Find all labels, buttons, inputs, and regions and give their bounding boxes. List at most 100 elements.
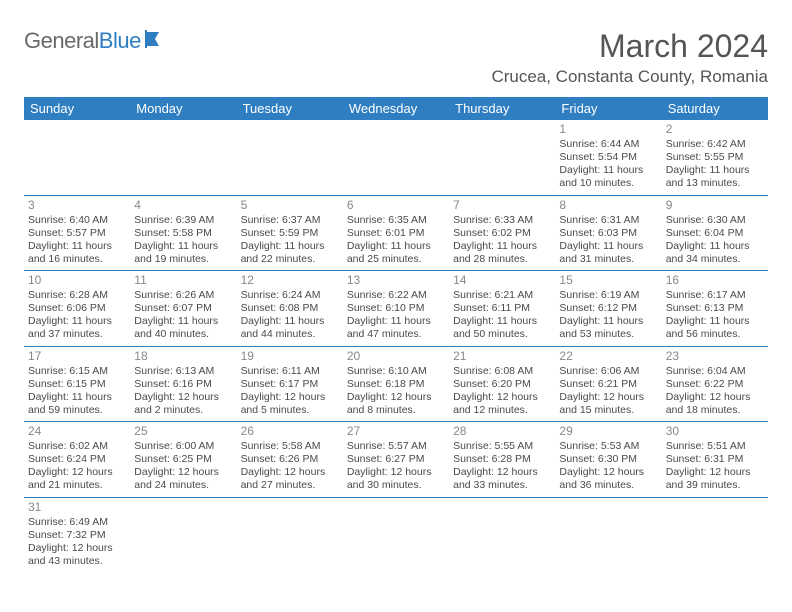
day-number: 19 (241, 349, 339, 364)
day-sunrise: Sunrise: 6:28 AM (28, 289, 126, 302)
day-day2: and 8 minutes. (347, 404, 445, 417)
day-number: 26 (241, 424, 339, 439)
calendar-day-cell (130, 120, 236, 195)
day-sunset: Sunset: 6:01 PM (347, 227, 445, 240)
day-day1: Daylight: 11 hours (347, 315, 445, 328)
day-number: 24 (28, 424, 126, 439)
day-sunset: Sunset: 6:27 PM (347, 453, 445, 466)
day-sunrise: Sunrise: 6:26 AM (134, 289, 232, 302)
day-number: 11 (134, 273, 232, 288)
day-day2: and 33 minutes. (453, 479, 551, 492)
day-sunrise: Sunrise: 6:13 AM (134, 365, 232, 378)
day-day2: and 40 minutes. (134, 328, 232, 341)
day-number: 2 (666, 122, 764, 137)
flag-icon (145, 28, 171, 54)
day-sunrise: Sunrise: 6:17 AM (666, 289, 764, 302)
day-day1: Daylight: 11 hours (241, 240, 339, 253)
day-header: Sunday (24, 97, 130, 120)
calendar-day-cell: 27Sunrise: 5:57 AMSunset: 6:27 PMDayligh… (343, 422, 449, 498)
day-sunset: Sunset: 6:22 PM (666, 378, 764, 391)
day-day2: and 12 minutes. (453, 404, 551, 417)
day-day1: Daylight: 11 hours (28, 315, 126, 328)
day-sunrise: Sunrise: 6:04 AM (666, 365, 764, 378)
day-day1: Daylight: 11 hours (28, 240, 126, 253)
day-day2: and 36 minutes. (559, 479, 657, 492)
day-number: 21 (453, 349, 551, 364)
calendar-day-cell: 1Sunrise: 6:44 AMSunset: 5:54 PMDaylight… (555, 120, 661, 195)
day-header: Thursday (449, 97, 555, 120)
day-number: 23 (666, 349, 764, 364)
day-sunset: Sunset: 6:04 PM (666, 227, 764, 240)
day-day1: Daylight: 11 hours (134, 315, 232, 328)
day-sunrise: Sunrise: 6:11 AM (241, 365, 339, 378)
day-sunrise: Sunrise: 6:44 AM (559, 138, 657, 151)
calendar-day-cell (662, 497, 768, 572)
day-day2: and 59 minutes. (28, 404, 126, 417)
day-header-row: Sunday Monday Tuesday Wednesday Thursday… (24, 97, 768, 120)
calendar-day-cell: 14Sunrise: 6:21 AMSunset: 6:11 PMDayligh… (449, 271, 555, 347)
day-sunrise: Sunrise: 6:15 AM (28, 365, 126, 378)
day-day1: Daylight: 12 hours (666, 466, 764, 479)
day-day1: Daylight: 11 hours (666, 240, 764, 253)
calendar-day-cell (555, 497, 661, 572)
month-title: March 2024 (491, 28, 768, 65)
day-sunset: Sunset: 5:54 PM (559, 151, 657, 164)
calendar-day-cell: 16Sunrise: 6:17 AMSunset: 6:13 PMDayligh… (662, 271, 768, 347)
day-day1: Daylight: 12 hours (453, 391, 551, 404)
calendar-day-cell: 7Sunrise: 6:33 AMSunset: 6:02 PMDaylight… (449, 195, 555, 271)
calendar-day-cell: 23Sunrise: 6:04 AMSunset: 6:22 PMDayligh… (662, 346, 768, 422)
day-sunrise: Sunrise: 6:00 AM (134, 440, 232, 453)
calendar-day-cell: 26Sunrise: 5:58 AMSunset: 6:26 PMDayligh… (237, 422, 343, 498)
day-day1: Daylight: 12 hours (347, 391, 445, 404)
day-sunrise: Sunrise: 6:02 AM (28, 440, 126, 453)
day-day2: and 30 minutes. (347, 479, 445, 492)
calendar-day-cell: 21Sunrise: 6:08 AMSunset: 6:20 PMDayligh… (449, 346, 555, 422)
day-number: 9 (666, 198, 764, 213)
calendar-day-cell (237, 120, 343, 195)
day-day2: and 10 minutes. (559, 177, 657, 190)
day-number: 18 (134, 349, 232, 364)
day-number: 13 (347, 273, 445, 288)
day-sunset: Sunset: 6:31 PM (666, 453, 764, 466)
day-sunset: Sunset: 6:15 PM (28, 378, 126, 391)
day-sunset: Sunset: 6:28 PM (453, 453, 551, 466)
calendar-day-cell: 5Sunrise: 6:37 AMSunset: 5:59 PMDaylight… (237, 195, 343, 271)
day-number: 10 (28, 273, 126, 288)
header: GeneralBlue March 2024 Crucea, Constanta… (24, 28, 768, 87)
day-sunset: Sunset: 6:06 PM (28, 302, 126, 315)
day-number: 12 (241, 273, 339, 288)
day-number: 28 (453, 424, 551, 439)
calendar-day-cell: 25Sunrise: 6:00 AMSunset: 6:25 PMDayligh… (130, 422, 236, 498)
day-sunrise: Sunrise: 6:10 AM (347, 365, 445, 378)
day-sunset: Sunset: 6:18 PM (347, 378, 445, 391)
day-number: 6 (347, 198, 445, 213)
day-sunset: Sunset: 6:07 PM (134, 302, 232, 315)
calendar-day-cell: 9Sunrise: 6:30 AMSunset: 6:04 PMDaylight… (662, 195, 768, 271)
day-day1: Daylight: 12 hours (134, 391, 232, 404)
day-day1: Daylight: 11 hours (28, 391, 126, 404)
day-sunset: Sunset: 5:55 PM (666, 151, 764, 164)
day-number: 27 (347, 424, 445, 439)
calendar-week-row: 3Sunrise: 6:40 AMSunset: 5:57 PMDaylight… (24, 195, 768, 271)
calendar-day-cell: 15Sunrise: 6:19 AMSunset: 6:12 PMDayligh… (555, 271, 661, 347)
day-number: 8 (559, 198, 657, 213)
day-sunset: Sunset: 6:12 PM (559, 302, 657, 315)
calendar-day-cell: 12Sunrise: 6:24 AMSunset: 6:08 PMDayligh… (237, 271, 343, 347)
day-header: Monday (130, 97, 236, 120)
day-sunrise: Sunrise: 6:40 AM (28, 214, 126, 227)
day-day2: and 22 minutes. (241, 253, 339, 266)
day-number: 31 (28, 500, 126, 515)
day-day1: Daylight: 11 hours (347, 240, 445, 253)
logo-word2: Blue (99, 28, 141, 54)
day-day2: and 21 minutes. (28, 479, 126, 492)
calendar-day-cell: 6Sunrise: 6:35 AMSunset: 6:01 PMDaylight… (343, 195, 449, 271)
day-day1: Daylight: 11 hours (453, 240, 551, 253)
day-day2: and 27 minutes. (241, 479, 339, 492)
day-day1: Daylight: 12 hours (453, 466, 551, 479)
calendar-day-cell: 28Sunrise: 5:55 AMSunset: 6:28 PMDayligh… (449, 422, 555, 498)
calendar-day-cell (130, 497, 236, 572)
day-sunrise: Sunrise: 6:30 AM (666, 214, 764, 227)
day-sunset: Sunset: 5:59 PM (241, 227, 339, 240)
day-day2: and 34 minutes. (666, 253, 764, 266)
calendar-day-cell: 8Sunrise: 6:31 AMSunset: 6:03 PMDaylight… (555, 195, 661, 271)
